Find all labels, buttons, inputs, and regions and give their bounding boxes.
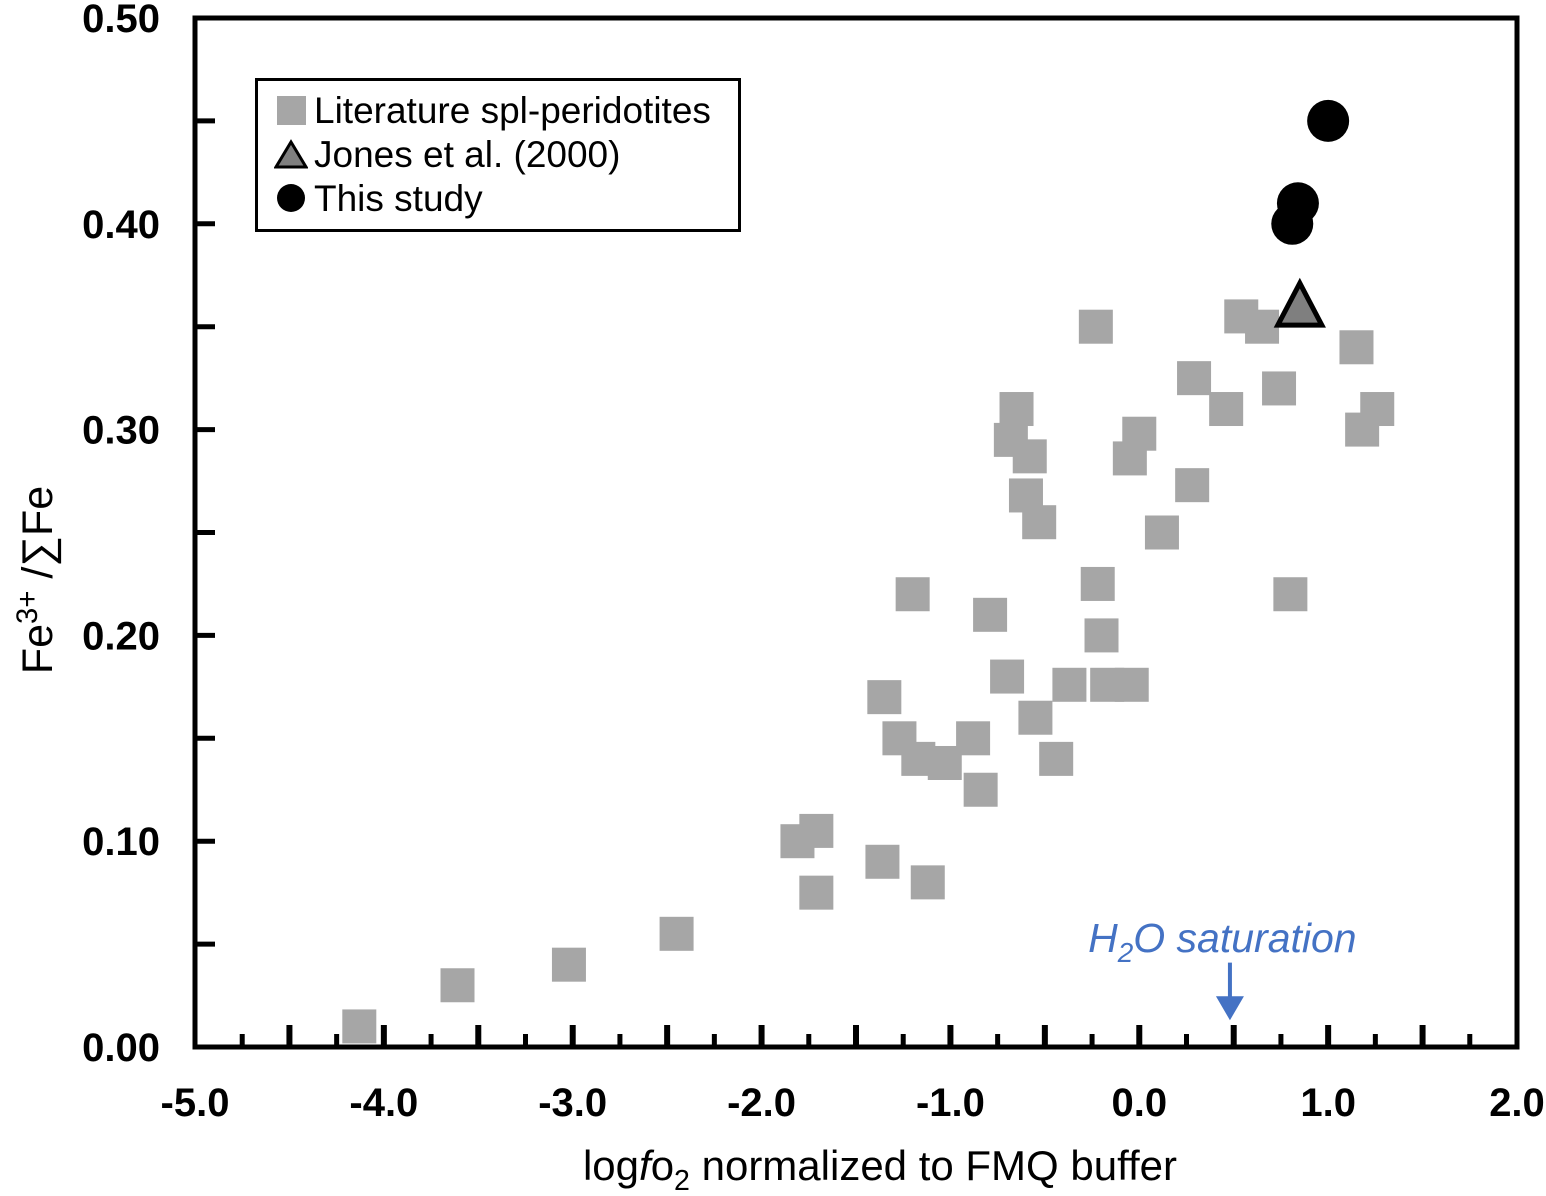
y-axis-tick-label: 0.00 [82, 1026, 160, 1070]
x-axis-tick-label: -2.0 [727, 1081, 796, 1125]
data-point-literature [963, 772, 998, 807]
x-axis-tick-label: -5.0 [161, 1081, 230, 1125]
data-point-literature [865, 844, 900, 879]
data-point-literature [1339, 330, 1374, 365]
data-point-literature [999, 392, 1034, 427]
y-axis-tick-label: 0.40 [82, 203, 160, 247]
data-point-literature [1039, 741, 1074, 776]
data-point-this-study [1271, 202, 1314, 245]
data-point-literature [1262, 371, 1297, 406]
data-point-literature [1245, 309, 1280, 344]
data-point-literature [956, 721, 991, 756]
legend: Literature spl-peridotites Jones et al. … [255, 78, 741, 232]
data-point-literature [895, 577, 930, 612]
x-axis-title: logfo2 normalized to FMQ buffer [583, 1142, 1177, 1196]
data-point-literature [799, 813, 834, 848]
plot-frame [192, 15, 1520, 1050]
circle-marker-icon [274, 181, 308, 215]
data-point-jones [1273, 277, 1326, 328]
legend-label: Jones et al. (2000) [314, 133, 621, 175]
data-point-literature [973, 597, 1008, 632]
data-point-literature [1080, 566, 1115, 601]
data-point-literature [1209, 392, 1244, 427]
data-point-this-study [1307, 99, 1350, 142]
data-point-literature [342, 1009, 377, 1044]
data-point-literature [1175, 468, 1210, 503]
data-point-literature [1122, 416, 1157, 451]
x-axis-tick-label: -4.0 [349, 1081, 418, 1125]
data-point-literature [867, 680, 902, 715]
legend-label: Literature spl-peridotites [314, 89, 711, 131]
x-axis-tick-label: -3.0 [538, 1081, 607, 1125]
data-point-literature [1177, 361, 1212, 396]
y-axis-tick-label: 0.50 [82, 0, 160, 41]
legend-label: This study [314, 177, 483, 219]
data-point-literature [1360, 392, 1395, 427]
data-point-literature [990, 659, 1025, 694]
data-point-literature [799, 875, 834, 910]
x-axis-tick-label: 0.0 [1111, 1081, 1167, 1125]
x-axis-tick-label: 1.0 [1300, 1081, 1356, 1125]
x-axis-tick-label: -1.0 [916, 1081, 985, 1125]
data-point-literature [1052, 667, 1087, 702]
legend-item-jones: Jones et al. (2000) [274, 132, 728, 176]
y-axis-tick-label: 0.10 [82, 820, 160, 864]
y-axis-tick-label: 0.20 [82, 614, 160, 658]
data-point-literature [1114, 667, 1149, 702]
data-point-literature [1018, 700, 1053, 735]
y-axis-tick-label: 0.30 [82, 409, 160, 453]
down-arrow-icon [1215, 996, 1244, 1021]
h2o-saturation-annotation: H2O saturation [1088, 915, 1356, 968]
data-point-literature [440, 968, 475, 1003]
data-point-literature [1084, 618, 1119, 653]
data-point-literature [551, 947, 586, 982]
data-point-literature [1078, 309, 1113, 344]
x-axis-tick-label: 2.0 [1489, 1081, 1545, 1125]
data-point-literature [659, 916, 694, 951]
data-point-literature [910, 865, 945, 900]
data-point-literature [1273, 577, 1308, 612]
triangle-marker-icon [274, 137, 308, 171]
square-marker-icon [274, 93, 308, 127]
y-axis-title: Fe3+ /∑Fe [12, 486, 62, 674]
data-point-literature [1012, 439, 1047, 474]
legend-item-this-study: This study [274, 176, 728, 220]
legend-item-literature: Literature spl-peridotites [274, 88, 728, 132]
data-point-literature [1022, 505, 1057, 540]
data-point-literature [1144, 515, 1179, 550]
